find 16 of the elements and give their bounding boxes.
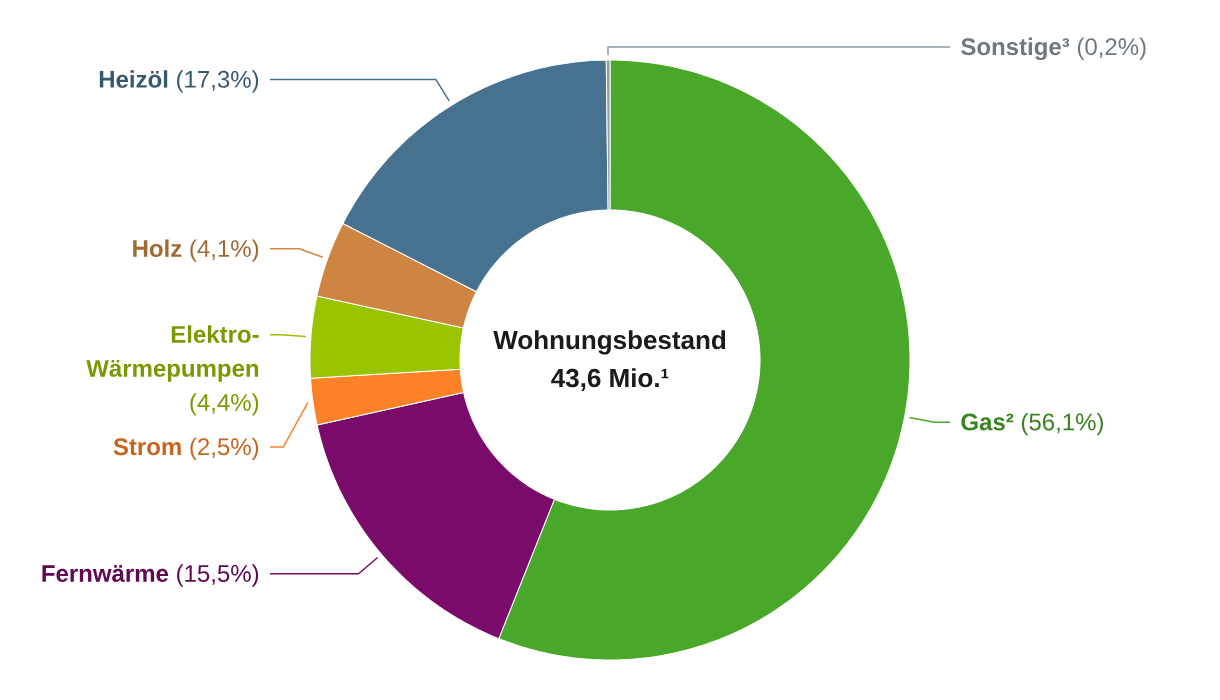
slice-label: Holz <box>133 239 182 258</box>
data-label: (56,1%) <box>1021 412 1103 436</box>
slice-label: Sonstige³ <box>961 37 1070 61</box>
data-label: (2,5%) <box>190 437 259 460</box>
data-label: (4,4%) <box>190 393 259 416</box>
data-label: (17,3%) <box>177 70 259 93</box>
slice-label: Fernwärme <box>42 565 169 582</box>
data-label: (15,5%) <box>177 564 259 587</box>
text: Wohnungsbestand <box>493 330 726 355</box>
data-label: (0,2%) <box>1077 37 1146 60</box>
text: 43,6 Mio.¹ <box>551 368 669 392</box>
slice-label: Elektro-Wärmepumpen <box>86 325 259 382</box>
data-label: (4,1%) <box>190 239 259 262</box>
slice-label: Heizöl <box>99 70 168 88</box>
slice-label: Strom <box>113 438 181 456</box>
slice-label: Gas² <box>961 413 1014 431</box>
